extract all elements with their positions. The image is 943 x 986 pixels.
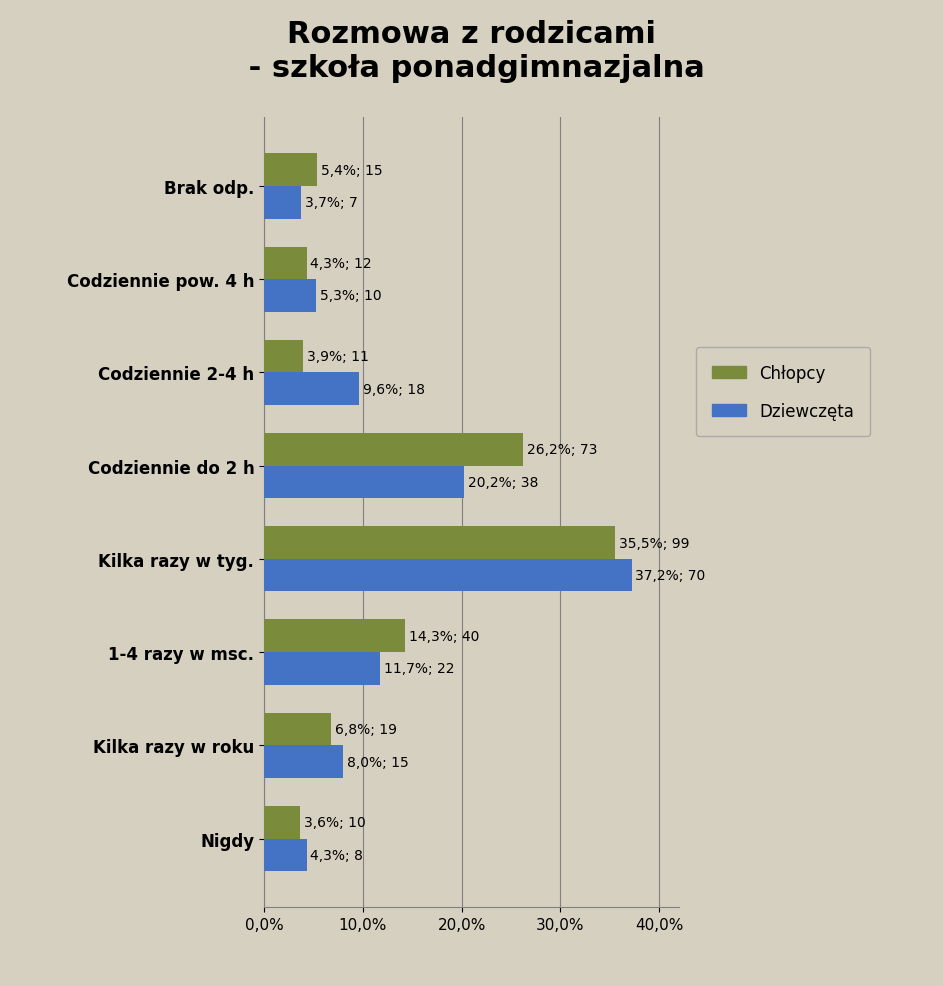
Text: 37,2%; 70: 37,2%; 70 — [636, 569, 705, 583]
Bar — [264, 186, 301, 219]
Text: 8,0%; 15: 8,0%; 15 — [347, 755, 408, 769]
Text: 11,7%; 22: 11,7%; 22 — [384, 662, 455, 675]
Bar — [264, 340, 303, 373]
Text: 5,4%; 15: 5,4%; 15 — [322, 164, 383, 177]
Bar — [264, 713, 331, 745]
Legend: Chłopcy, Dziewczęta: Chłopcy, Dziewczęta — [696, 347, 870, 437]
Text: 9,6%; 18: 9,6%; 18 — [363, 383, 425, 396]
Text: 5,3%; 10: 5,3%; 10 — [321, 289, 382, 303]
Text: 26,2%; 73: 26,2%; 73 — [527, 443, 597, 457]
Title: Rozmowa z rodzicami
 - szkoła ponadgimnazjalna: Rozmowa z rodzicami - szkoła ponadgimnaz… — [239, 20, 704, 83]
Text: 3,9%; 11: 3,9%; 11 — [306, 350, 369, 364]
Bar — [264, 559, 632, 592]
Text: 4,3%; 8: 4,3%; 8 — [310, 848, 363, 862]
Bar — [264, 373, 359, 405]
Bar — [264, 466, 464, 499]
Bar — [264, 807, 300, 839]
Text: 20,2%; 38: 20,2%; 38 — [468, 475, 538, 489]
Text: 3,6%; 10: 3,6%; 10 — [304, 815, 365, 829]
Bar — [264, 280, 317, 313]
Bar — [264, 154, 318, 186]
Bar — [264, 745, 343, 778]
Bar — [264, 620, 405, 653]
Text: 3,7%; 7: 3,7%; 7 — [305, 196, 357, 210]
Text: 35,5%; 99: 35,5%; 99 — [619, 536, 689, 550]
Bar — [264, 434, 522, 466]
Text: 6,8%; 19: 6,8%; 19 — [335, 723, 397, 737]
Bar — [264, 247, 306, 280]
Bar — [264, 839, 306, 872]
Bar — [264, 527, 615, 559]
Text: 14,3%; 40: 14,3%; 40 — [409, 629, 480, 643]
Bar — [264, 653, 380, 685]
Text: 4,3%; 12: 4,3%; 12 — [310, 256, 372, 270]
